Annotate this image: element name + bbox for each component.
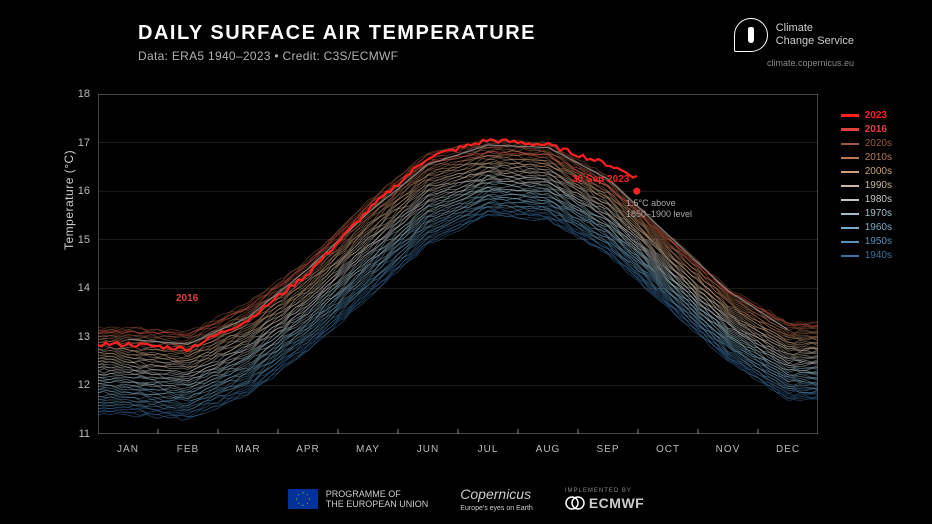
- legend-item: 2000s: [841, 166, 892, 177]
- x-tick: OCT: [656, 444, 680, 455]
- legend-label: 2010s: [865, 152, 892, 163]
- legend-label: 1970s: [865, 208, 892, 219]
- legend-swatch: [841, 255, 859, 257]
- eu-credit: PROGRAMME OF THE EUROPEAN UNION: [288, 489, 429, 509]
- x-tick: FEB: [177, 444, 199, 455]
- legend-swatch: [841, 128, 859, 131]
- legend-item: 1950s: [841, 236, 892, 247]
- ccs-logo: Climate Change Service: [734, 18, 854, 52]
- legend-item: 2020s: [841, 138, 892, 149]
- legend-swatch: [841, 185, 859, 187]
- x-tick: MAR: [235, 444, 260, 455]
- legend-item: 1960s: [841, 222, 892, 233]
- chart-subtitle: Data: ERA5 1940–2023 • Credit: C3S/ECMWF: [138, 49, 536, 63]
- legend-swatch: [841, 171, 859, 173]
- legend-swatch: [841, 157, 859, 159]
- legend-swatch: [841, 241, 859, 243]
- chart-annotation: 30 Sep 2023: [572, 174, 629, 185]
- ccs-line2: Change Service: [776, 35, 854, 48]
- copernicus-logo-text: Copernicus Europe's eyes on Earth: [460, 486, 533, 512]
- chart-title: DAILY SURFACE AIR TEMPERATURE: [138, 22, 536, 45]
- legend-item: 2016: [841, 124, 892, 135]
- legend-item: 1970s: [841, 208, 892, 219]
- legend-label: 2000s: [865, 166, 892, 177]
- legend-item: 1940s: [841, 250, 892, 261]
- y-tick: 11: [79, 428, 90, 440]
- x-tick: NOV: [716, 444, 741, 455]
- y-tick: 16: [78, 185, 90, 197]
- copernicus-sub: Europe's eyes on Earth: [460, 505, 533, 512]
- y-tick: 13: [78, 331, 90, 343]
- legend-label: 2020s: [865, 138, 892, 149]
- legend-label: 1960s: [865, 222, 892, 233]
- ccs-thermometer-icon: [734, 18, 768, 52]
- ecmwf-credit: IMPLEMENTED BY ECMWF: [565, 488, 644, 511]
- x-tick: JAN: [117, 444, 139, 455]
- y-tick: 14: [78, 282, 90, 294]
- eu-line2: THE EUROPEAN UNION: [326, 499, 429, 509]
- y-tick: 18: [78, 88, 90, 100]
- ecmwf-row: ECMWF: [565, 495, 644, 511]
- y-tick: 17: [78, 137, 90, 149]
- copernicus-name: Copernicus: [460, 486, 531, 502]
- legend-label: 1940s: [865, 250, 892, 261]
- chart-legend: 2023 2016 2020s 2010s 2000s 1990s 1980s 1970s 19…: [841, 110, 892, 261]
- chart-header: DAILY SURFACE AIR TEMPERATURE Data: ERA5…: [138, 22, 536, 63]
- copernicus-credit: Copernicus Europe's eyes on Earth: [460, 486, 533, 512]
- legend-label: 2023: [865, 110, 887, 121]
- ecmwf-name: ECMWF: [589, 495, 644, 511]
- legend-swatch: [841, 114, 859, 117]
- x-tick: DEC: [776, 444, 800, 455]
- y-tick: 15: [78, 234, 90, 246]
- chart-annotation: 2016: [176, 293, 198, 304]
- eu-line1: PROGRAMME OF: [326, 489, 429, 499]
- legend-swatch: [841, 213, 859, 215]
- y-tick: 12: [78, 379, 90, 391]
- legend-label: 1980s: [865, 194, 892, 205]
- legend-item: 1980s: [841, 194, 892, 205]
- legend-swatch: [841, 143, 859, 145]
- legend-label: 1990s: [865, 180, 892, 191]
- legend-item: 2023: [841, 110, 892, 121]
- eu-text: PROGRAMME OF THE EUROPEAN UNION: [326, 489, 429, 509]
- ccs-line1: Climate: [776, 22, 854, 35]
- legend-item: 1990s: [841, 180, 892, 191]
- eu-flag-icon: [288, 489, 318, 509]
- x-tick: JUN: [417, 444, 439, 455]
- x-tick: SEP: [596, 444, 619, 455]
- ccs-logo-text: Climate Change Service: [776, 22, 854, 48]
- y-axis-label: Temperature (°C): [62, 150, 76, 250]
- x-tick: AUG: [536, 444, 561, 455]
- x-tick: JUL: [478, 444, 499, 455]
- footer-credits: PROGRAMME OF THE EUROPEAN UNION Copernic…: [0, 486, 932, 512]
- legend-label: 1950s: [865, 236, 892, 247]
- x-tick: MAY: [356, 444, 380, 455]
- legend-label: 2016: [865, 124, 887, 135]
- ccs-url: climate.copernicus.eu: [767, 58, 854, 68]
- temperature-chart: 1112131415161718JANFEBMARAPRMAYJUNJULAUG…: [98, 94, 818, 434]
- legend-swatch: [841, 199, 859, 201]
- x-tick: APR: [296, 444, 320, 455]
- chart-annotation: 1.5°C above1850–1900 level: [626, 198, 692, 220]
- chart-svg: [98, 94, 818, 434]
- legend-item: 2010s: [841, 152, 892, 163]
- legend-swatch: [841, 227, 859, 229]
- ecmwf-impl: IMPLEMENTED BY: [565, 488, 632, 494]
- ecmwf-icon: [565, 496, 585, 510]
